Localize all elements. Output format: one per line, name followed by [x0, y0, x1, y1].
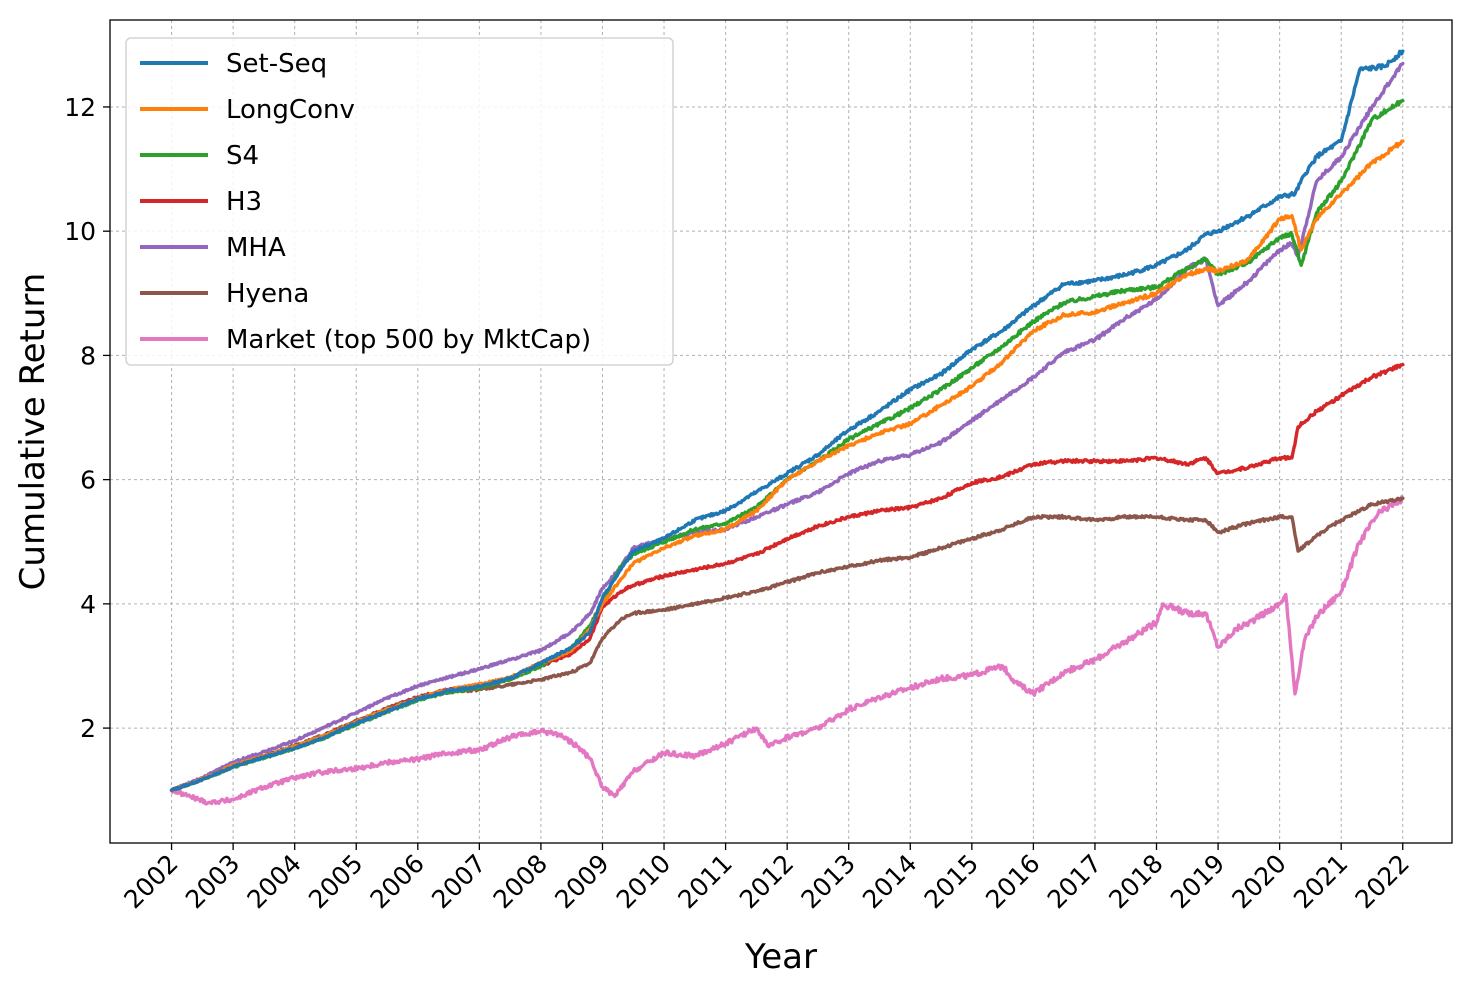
x-tick-label: 2016	[980, 849, 1045, 914]
legend-label: LongConv	[226, 95, 355, 125]
x-tick-label: 2005	[303, 849, 368, 914]
legend: Set-Seq LongConv S4 H3 MHA Hyena Market (top 5…	[125, 37, 674, 366]
x-tick-label: 2010	[611, 849, 676, 914]
legend-label: Set-Seq	[226, 49, 327, 79]
x-tick-label: 2020	[1226, 849, 1291, 914]
x-tick-label: 2012	[734, 849, 799, 914]
legend-label: S4	[226, 141, 259, 171]
x-tick-label: 2022	[1349, 849, 1414, 914]
legend-label: H3	[226, 187, 262, 217]
x-tick-label: 2021	[1288, 849, 1353, 914]
x-tick-label: 2014	[857, 849, 922, 914]
y-tick-label: 2	[80, 714, 96, 743]
x-tick-label: 2015	[919, 849, 984, 914]
legend-label: Hyena	[226, 279, 309, 309]
y-tick-label: 10	[64, 217, 96, 246]
x-tick-label: 2003	[180, 849, 245, 914]
x-tick-label: 2018	[1103, 849, 1168, 914]
legend-label: MHA	[226, 233, 286, 263]
x-tick-label: 2009	[549, 849, 614, 914]
x-axis-ticks: 2002200320042005200620072008200920102011…	[118, 843, 1415, 914]
plot-area-frame	[109, 19, 1453, 844]
y-tick-label: 6	[80, 466, 96, 495]
y-tick-label: 12	[64, 93, 96, 122]
x-tick-label: 2007	[426, 849, 491, 914]
y-tick-label: 8	[80, 341, 96, 370]
y-axis-ticks: 2 4 6 8 10 12	[64, 93, 110, 743]
x-tick-label: 2011	[672, 849, 737, 914]
x-axis-title: Year	[744, 937, 817, 977]
x-tick-label: 2017	[1042, 849, 1107, 914]
x-tick-label: 2006	[365, 849, 430, 914]
x-tick-label: 2019	[1165, 849, 1230, 914]
legend-label: Market (top 500 by MktCap)	[226, 325, 591, 355]
y-tick-label: 4	[80, 590, 96, 619]
series-line-6	[169, 495, 1405, 806]
series-line-0	[169, 49, 1405, 792]
legend-box	[125, 37, 674, 366]
x-tick-label: 2013	[795, 849, 860, 914]
x-tick-label: 2002	[118, 849, 183, 914]
series-lines	[169, 49, 1405, 806]
x-tick-label: 2008	[488, 849, 553, 914]
y-axis-title: Cumulative Return	[13, 273, 53, 591]
x-tick-label: 2004	[241, 849, 306, 914]
